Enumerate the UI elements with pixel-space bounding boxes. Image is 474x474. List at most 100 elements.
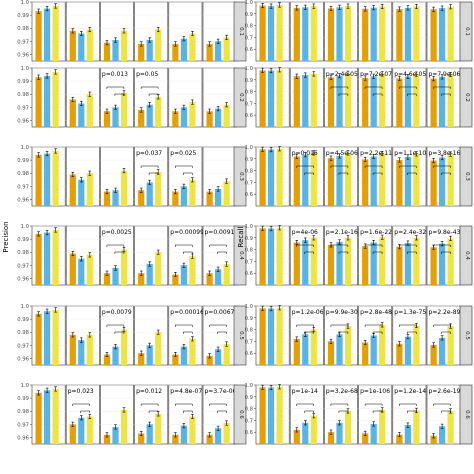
facet-panel: p=1e-106 [358, 384, 393, 445]
significance-bracket [296, 403, 314, 406]
strip-background [459, 225, 473, 286]
bar [259, 149, 266, 206]
bar [155, 252, 162, 285]
bar [69, 424, 76, 444]
bar [404, 425, 411, 444]
bar [146, 182, 153, 206]
bar [327, 432, 335, 444]
facet-panel [31, 67, 66, 128]
significance-bracket [399, 403, 417, 406]
significance-bracket [296, 244, 314, 247]
strip-label: 0.2 [238, 93, 244, 102]
facet-panel: p=3.8e-16 [426, 146, 461, 207]
bar [396, 78, 403, 127]
significance-bracket [338, 251, 349, 254]
significance-bracket [217, 251, 227, 254]
facet-panel: p=1.3e-75 [392, 305, 426, 366]
bar [206, 191, 213, 206]
bar [35, 313, 42, 365]
facet-panel [31, 146, 66, 207]
bar [35, 154, 42, 206]
p-value-label: p=3.2e-68 [326, 388, 358, 395]
bar [146, 40, 153, 61]
y-tick-label: 0.97 [17, 422, 29, 428]
bar [112, 267, 119, 285]
facet-panel [100, 384, 134, 445]
p-value-label: p=2.1e-16 [326, 229, 358, 236]
y-tick-label: 0.98 [17, 171, 29, 177]
facet-panel: p=0.0025 [100, 225, 134, 286]
bar [52, 388, 59, 444]
bar [310, 329, 317, 365]
p-value-label: p=0.0079 [102, 309, 132, 316]
y-axis-label: Recall [237, 227, 245, 248]
y-tick-label: 1.0 [21, 145, 30, 151]
bar [327, 77, 335, 127]
bar [370, 242, 377, 285]
bar [120, 409, 128, 444]
bar [155, 29, 162, 61]
y-tick-label: 0.96 [17, 435, 29, 441]
y-tick-label: 0.96 [17, 356, 29, 362]
significance-bracket [372, 172, 383, 175]
facet-panel [255, 1, 290, 62]
p-value-label: p=0.037 [136, 150, 162, 157]
significance-bracket [364, 165, 383, 168]
facet-panel: p=7.9e-06 [426, 67, 461, 128]
bar [344, 326, 352, 365]
facet-panel: p=2.2e-89 [426, 305, 461, 366]
significance-bracket [372, 410, 383, 413]
strip-background [459, 305, 473, 366]
bar [69, 174, 76, 206]
bar [44, 390, 51, 444]
bar [268, 6, 275, 61]
bar [35, 392, 42, 444]
bar [344, 6, 352, 61]
y-tick-label: 0.96 [17, 197, 29, 203]
bar [344, 73, 352, 127]
facet-panel: p=9.9e-30 [324, 305, 358, 366]
facet-panel [31, 384, 66, 445]
significance-bracket [407, 331, 417, 334]
facet-panel: p=1e-14 [289, 384, 324, 445]
y-tick-label: 0.97 [17, 343, 29, 349]
bar [52, 150, 59, 206]
y-tick-label: 0.9 [245, 395, 253, 401]
facet-panel: p=2.2e-11 [358, 146, 392, 207]
significance-bracket [441, 93, 451, 96]
bar [302, 334, 309, 365]
significance-bracket [183, 251, 193, 254]
bar [215, 188, 222, 206]
y-tick-label: 1.0 [245, 224, 254, 230]
bar [112, 40, 119, 61]
facet-strip: 0.3 [459, 146, 473, 207]
bar [370, 335, 377, 365]
bar [215, 108, 222, 127]
facet-panel: p=1.2e-06 [289, 305, 324, 366]
significance-bracket [304, 410, 314, 413]
strip-label: 0.6 [464, 410, 470, 419]
facet-panel [31, 1, 66, 62]
bar [138, 273, 145, 285]
facet-panel: p=0.0091 [202, 225, 237, 286]
p-value-label: p=0.0091 [205, 229, 235, 236]
p-value-label: p=1.3e-75 [394, 309, 426, 316]
bar [293, 339, 300, 365]
significance-bracket [399, 86, 417, 89]
bar [336, 422, 343, 444]
p-value-label: p=0.00099 [170, 229, 204, 236]
significance-bracket [364, 403, 383, 406]
bar [52, 309, 59, 365]
bar [293, 156, 300, 206]
bar [404, 157, 411, 206]
strip-background [233, 225, 247, 286]
bar [180, 186, 187, 206]
facet-panel: p=4.5e-06 [324, 146, 358, 207]
bar [379, 324, 386, 365]
significance-bracket [433, 165, 451, 168]
facet-panel: p=0.0067 [202, 305, 237, 366]
p-value-label: p=0.00016 [170, 309, 204, 316]
strip-label: 0.1 [464, 27, 470, 36]
bar [86, 416, 93, 444]
bar [430, 9, 437, 61]
